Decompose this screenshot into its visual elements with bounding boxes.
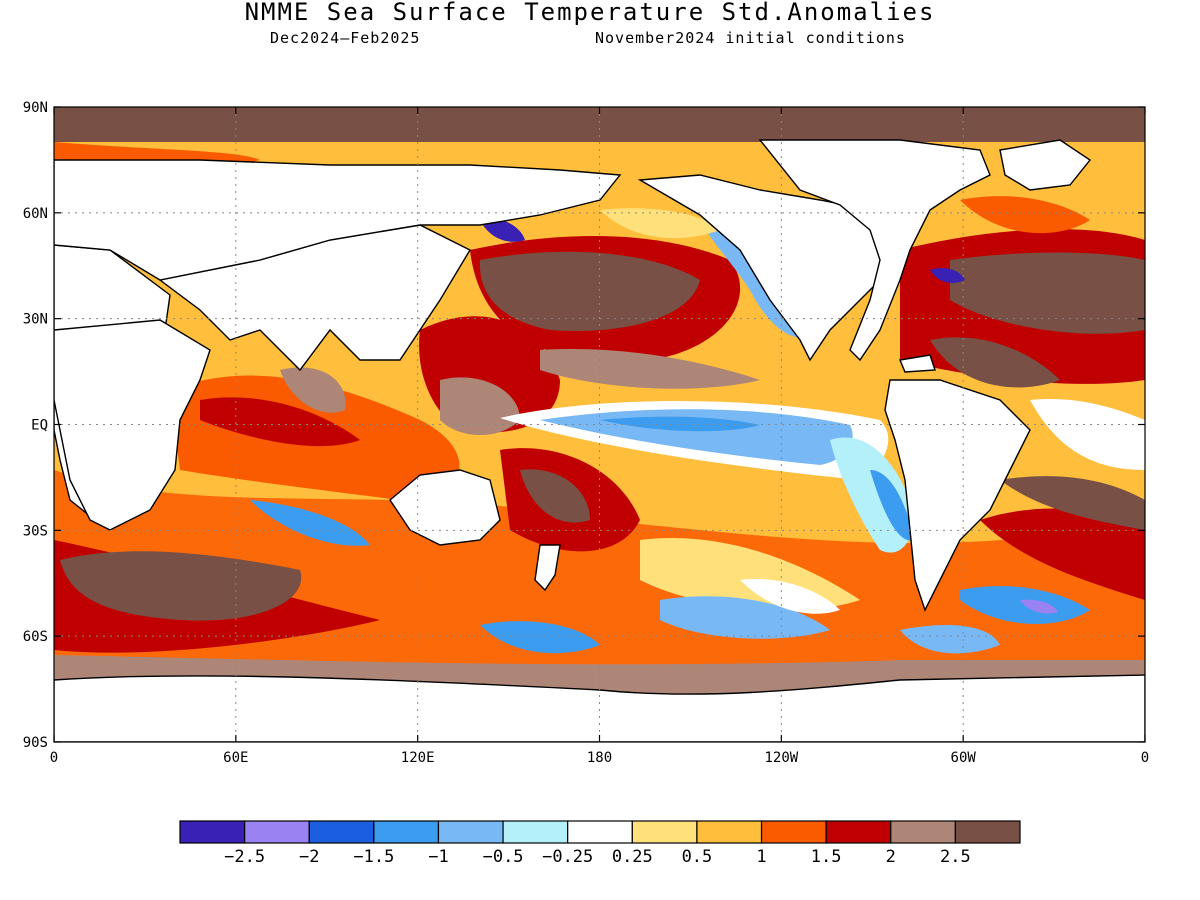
colorbar-tick-label: −0.25 [542,847,593,867]
colorbar-swatch [631,820,698,844]
chart-title: NMME Sea Surface Temperature Std.Anomali… [244,0,936,26]
initial-conditions: November2024 initial conditions [595,29,906,47]
colorbar-labels: −2.5 −2 −1.5 −1 −0.5 −0.25 0.25 0.5 1 1.5 2 2.5 [224,847,971,867]
lon-label: 0 [1141,750,1149,766]
lat-label: 60S [23,629,48,645]
colorbar-swatch [179,820,246,844]
colorbar-tick-label: 1 [756,847,766,867]
colorbar-swatch [890,820,956,844]
colorbar-tick-label: 2.5 [940,847,971,867]
lat-label: 30N [23,312,48,328]
australia [389,469,501,546]
lon-label: 120E [401,750,435,766]
peru-coast-blue [870,470,915,541]
colorbar-tick-label: 1.5 [811,847,842,867]
gulf-stream-dark-blue [930,268,965,283]
colorbar-swatch [373,820,440,844]
cuba [899,354,936,373]
new-zealand [534,544,561,592]
latitude-labels: 90N 60N 30N EQ 30S 60S 90S [23,100,48,751]
colorbar-tick-label: −1.5 [353,847,394,867]
colorbar-swatch [825,820,892,844]
colorbar-swatch [308,820,375,844]
bay-of-bengal-brown [280,367,346,413]
cold-tongue-core [600,416,760,432]
southern-ocean-blue-patch [480,621,600,654]
south-atlantic-purple [1020,599,1058,614]
graticule [54,107,1145,742]
south-indian-brown [60,551,302,621]
colorbar-tick-label: −2 [299,847,319,867]
south-pacific-white-patch [740,579,840,614]
lon-label: 0 [50,750,58,766]
south-america [884,379,1031,612]
forecast-period: Dec2024–Feb2025 [270,29,421,47]
colorbar-tick-label: −1 [428,847,448,867]
north-america-west [637,174,901,362]
lon-label: 120W [764,750,798,766]
north-america [758,139,991,362]
lon-label: 60E [223,750,248,766]
eurasia-north [54,159,622,281]
southwest-pacific-brown [520,469,590,523]
lon-label: 60W [951,750,977,766]
colorbar-swatch [567,820,633,844]
colorbar-tick-label: 2 [886,847,896,867]
bering-yellow [600,208,720,239]
south-pacific-cool-patch [660,596,830,639]
lat-label: EQ [31,418,48,434]
colorbar-tick-label: −0.5 [483,847,524,867]
indian-ocean-red [200,397,360,447]
lon-label: 180 [587,750,612,766]
colorbar-swatch [760,820,827,844]
colorbar-tick-label: −2.5 [224,847,265,867]
lat-label: 90N [23,100,48,116]
west-pacific-brown [440,377,520,435]
lat-label: 30S [23,523,48,539]
okhotsk-dark-blue [480,218,525,242]
colorbar-tick-label: 0.5 [682,847,713,867]
caribbean-brown [930,337,1060,388]
colorbar [179,820,1021,844]
axis-ticks [53,106,1146,743]
subtropical-pacific-brown [540,349,760,389]
north-pacific-warm-pool [479,251,700,331]
colorbar-swatch [437,820,504,844]
colorbar-swatch [954,820,1021,844]
colorbar-swatch [696,820,763,844]
north-atlantic-warm [950,252,1145,334]
longitude-labels: 0 60E 120E 180 120W 60W 0 [50,750,1149,766]
south-atlantic-red [980,508,1145,600]
lat-label: 90S [23,735,48,751]
lat-label: 60N [23,206,48,222]
tropical-atlantic-white [1030,399,1145,470]
colorbar-swatch [502,820,569,844]
greenland [999,139,1092,191]
land-masses [54,139,1145,742]
south-indian-cold-streak [250,500,370,546]
drake-passage-cool [900,625,1000,654]
colorbar-swatch [244,820,310,844]
colorbar-tick-label: 0.25 [612,847,653,867]
south-atlantic-brown [1000,476,1145,530]
labrador-sea-orange [960,196,1090,234]
